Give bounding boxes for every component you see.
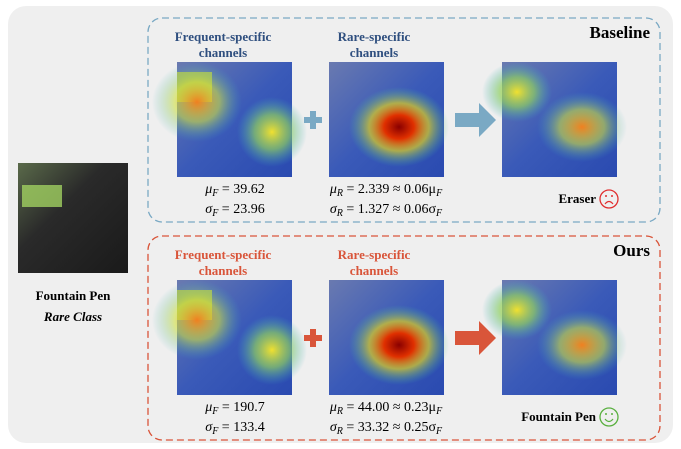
subscript: R: [336, 406, 343, 417]
face-eye: [611, 195, 613, 197]
panel-title: Baseline: [590, 23, 651, 42]
heatmap: [329, 62, 449, 177]
result-label: Eraser: [558, 191, 596, 206]
figure: Fountain Pen Rare Class Baseline Frequent…: [0, 0, 681, 449]
subscript: F: [435, 188, 443, 199]
input-label: Fountain Pen: [36, 288, 112, 303]
subscript: R: [336, 426, 343, 437]
subscript: F: [435, 406, 443, 417]
statistic-part: = 133.4: [218, 420, 264, 435]
statistic-part: μ: [329, 182, 337, 197]
column-heading: channels: [350, 263, 398, 278]
statistic-part: μ: [329, 400, 337, 415]
statistic-part: = 33.32 ≈ 0.25σ: [343, 420, 437, 435]
subscript: F: [435, 426, 443, 437]
input-image: [18, 163, 128, 273]
statistic: μR = 2.339 ≈ 0.06μF: [329, 182, 443, 199]
input-sublabel: Rare Class: [43, 309, 102, 324]
statistic: σR = 33.32 ≈ 0.25σF: [330, 420, 443, 437]
statistic-part: μ: [204, 400, 212, 415]
statistic: μR = 44.00 ≈ 0.23μF: [329, 400, 443, 417]
result-heatmap: [482, 280, 627, 395]
result-heatmap: [482, 62, 627, 177]
input-image-detail: [22, 185, 62, 207]
column-heading: channels: [199, 263, 247, 278]
result-label: Fountain Pen: [521, 409, 597, 424]
statistic-part: = 23.96: [218, 202, 264, 217]
face-eye: [605, 195, 607, 197]
statistic: σR = 1.327 ≈ 0.06σF: [330, 202, 443, 219]
face-eye: [611, 413, 613, 415]
column-heading: channels: [199, 45, 247, 60]
statistic-part: = 44.00 ≈ 0.23μ: [343, 400, 436, 415]
statistic-part: = 190.7: [218, 400, 264, 415]
column-heading: channels: [350, 45, 398, 60]
subscript: F: [435, 208, 443, 219]
statistic-part: μ: [204, 182, 212, 197]
column-heading: Frequent-specific: [175, 247, 272, 262]
column-heading: Frequent-specific: [175, 29, 272, 44]
heatmap: [329, 280, 449, 395]
panel-title: Ours: [613, 241, 650, 260]
face-eye: [605, 413, 607, 415]
statistic-part: = 1.327 ≈ 0.06σ: [343, 202, 437, 217]
subscript: R: [336, 188, 343, 199]
column-heading: Rare-specific: [338, 29, 411, 44]
statistic-part: = 2.339 ≈ 0.06μ: [343, 182, 436, 197]
statistic-part: = 39.62: [218, 182, 264, 197]
column-heading: Rare-specific: [338, 247, 411, 262]
subscript: R: [336, 208, 343, 219]
